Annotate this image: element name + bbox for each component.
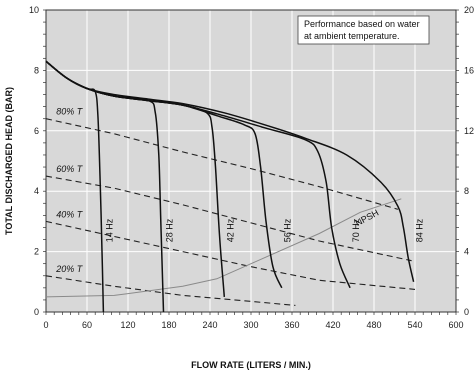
y-tick-label: 0 bbox=[34, 307, 39, 317]
x-axis-title: FLOW RATE (LITERS / MIN.) bbox=[191, 360, 311, 370]
y-tick-label: 4 bbox=[34, 186, 39, 196]
speed-curve-label: 70 Hz bbox=[351, 218, 361, 242]
temperature-curve-label: 20% T bbox=[55, 264, 84, 274]
grid bbox=[45, 9, 457, 313]
y2-tick-label: 0 bbox=[464, 307, 469, 317]
y2-tick-label: 16 bbox=[464, 65, 474, 75]
speed-curve-label: 14 Hz bbox=[104, 218, 114, 242]
y2-tick-label: 12 bbox=[464, 126, 474, 136]
temperature-curve-1 bbox=[45, 118, 399, 210]
x-tick-label: 120 bbox=[120, 320, 135, 330]
y2-tick-label: 8 bbox=[464, 186, 469, 196]
curves bbox=[45, 60, 416, 313]
temperature-curve-4 bbox=[45, 275, 296, 306]
y2-tick-label: 20 bbox=[464, 5, 474, 15]
x-tick-label: 540 bbox=[407, 320, 422, 330]
x-tick-label: 420 bbox=[325, 320, 340, 330]
annotation-text: Performance based on water bbox=[304, 19, 420, 29]
temperature-curve-label: 40% T bbox=[56, 209, 84, 219]
y-axis-title: TOTAL DISCHARGED HEAD (BAR) bbox=[4, 87, 14, 235]
annotation-box: Performance based on water at ambient te… bbox=[297, 15, 430, 45]
annotation-text-2: at ambient temperature. bbox=[304, 31, 400, 41]
speed-curve-label: 28 Hz bbox=[165, 218, 175, 242]
x-tick-label: 0 bbox=[43, 320, 48, 330]
temperature-curve-2 bbox=[45, 175, 412, 262]
x-tick-label: 600 bbox=[448, 320, 463, 330]
temperature-curve-label: 80% T bbox=[56, 107, 84, 117]
speed-curve-label: 42 Hz bbox=[225, 218, 235, 242]
npsh-curve bbox=[45, 198, 402, 298]
speed-curve-label: 84 Hz bbox=[415, 218, 425, 242]
x-tick-label: 60 bbox=[82, 320, 92, 330]
temperature-curve-3 bbox=[45, 220, 416, 290]
y-tick-label: 2 bbox=[34, 247, 39, 257]
x-tick-label: 480 bbox=[366, 320, 381, 330]
temperature-curve-label: 60% T bbox=[56, 164, 84, 174]
y2-tick-label: 4 bbox=[464, 247, 469, 257]
y-tick-label: 8 bbox=[34, 65, 39, 75]
speed-curve-84hz bbox=[45, 60, 415, 282]
x-tick-label: 360 bbox=[284, 320, 299, 330]
speed-curve-label: 56 Hz bbox=[283, 218, 293, 242]
x-tick-label: 180 bbox=[161, 320, 176, 330]
x-tick-label: 300 bbox=[243, 320, 258, 330]
y-tick-label: 10 bbox=[29, 5, 39, 15]
x-tick-label: 240 bbox=[202, 320, 217, 330]
y-tick-label: 6 bbox=[34, 126, 39, 136]
